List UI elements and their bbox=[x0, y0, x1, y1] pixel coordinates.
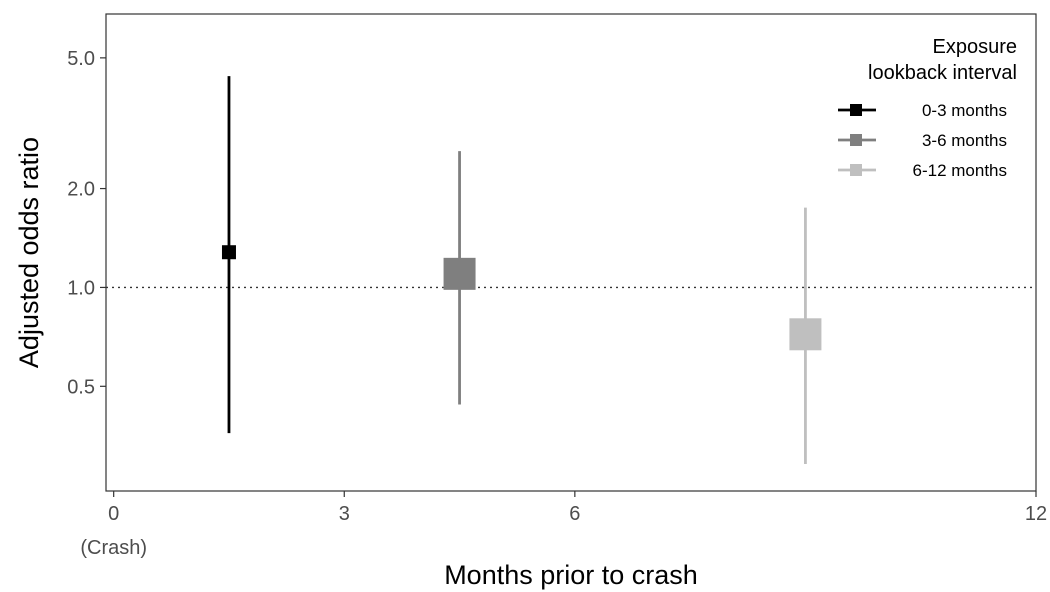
legend-key-square bbox=[850, 104, 862, 116]
y-tick-label: 5.0 bbox=[67, 48, 95, 70]
plot-panel bbox=[105, 13, 1037, 492]
x-tick-label: 12 bbox=[1025, 503, 1047, 525]
x-tick-label: 6 bbox=[569, 503, 580, 525]
legend-key-square bbox=[850, 134, 862, 146]
x-tick-sublabel: (Crash) bbox=[80, 537, 147, 559]
legend-label: 0-3 months bbox=[922, 101, 1007, 120]
legend-label: 3-6 months bbox=[922, 131, 1007, 150]
y-tick-label: 2.0 bbox=[67, 179, 95, 201]
legend-title-line1: Exposure bbox=[933, 36, 1018, 58]
x-tick-label: 0 bbox=[108, 503, 119, 525]
y-tick-label: 1.0 bbox=[67, 277, 95, 299]
y-axis-title: Adjusted odds ratio bbox=[14, 137, 44, 368]
legend-key-square bbox=[850, 164, 862, 176]
point-estimate-0-3-months bbox=[221, 245, 236, 260]
legend: Exposure lookback interval 0-3 months 3-6… bbox=[838, 36, 1017, 180]
x-tick-label: 3 bbox=[339, 503, 350, 525]
data-marks bbox=[221, 76, 822, 465]
y-axis: 0.5 1.0 2.0 5.0 bbox=[67, 48, 106, 398]
y-tick-label: 0.5 bbox=[67, 376, 95, 398]
legend-label: 6-12 months bbox=[913, 161, 1008, 180]
legend-items: 0-3 months 3-6 months 6-12 months bbox=[838, 101, 1007, 180]
legend-title-line2: lookback interval bbox=[868, 62, 1017, 84]
x-axis-title: Months prior to crash bbox=[444, 560, 698, 590]
x-axis: 0 (Crash) 3 6 12 bbox=[80, 491, 1047, 559]
point-estimate-6-12-months bbox=[789, 318, 822, 351]
point-estimate-3-6-months bbox=[443, 257, 476, 290]
